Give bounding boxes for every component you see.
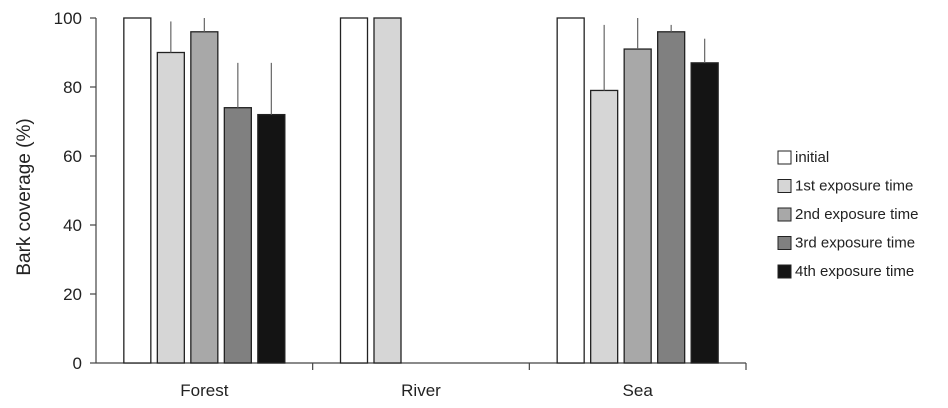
legend-label: 1st exposure time (795, 178, 913, 195)
bar (556, 17, 585, 364)
y-tick-label: 40 (63, 216, 82, 235)
legend-label: 4th exposure time (795, 263, 914, 280)
legend-label: initial (795, 149, 829, 166)
bars-layer (123, 17, 719, 364)
y-axis-label: Bark coverage (%) (14, 118, 35, 275)
legend: initial 1st exposure time 2nd exposure tim… (777, 149, 918, 280)
bar (590, 89, 619, 364)
bar (156, 51, 185, 364)
error-bars-layer (170, 18, 706, 115)
x-category-label: Sea (623, 381, 654, 400)
bar (690, 62, 719, 364)
legend-swatch (777, 264, 792, 279)
legend-label: 3rd exposure time (795, 235, 915, 252)
legend-label: 2nd exposure time (795, 206, 918, 223)
y-tick-label: 80 (63, 78, 82, 97)
bar (657, 31, 686, 364)
y-tick-label: 60 (63, 147, 82, 166)
y-tick-label: 100 (54, 9, 82, 28)
bar (339, 17, 369, 364)
x-category-label: Forest (180, 381, 228, 400)
bar (257, 113, 286, 364)
y-tick-label: 0 (73, 354, 82, 373)
axes: 0 20 40 60 80 100 Forest River Sea (54, 9, 747, 400)
legend-swatch (777, 150, 792, 165)
bar (190, 31, 219, 364)
legend-swatch (777, 179, 792, 193)
legend-swatch (777, 236, 792, 250)
x-category-label: River (401, 381, 441, 400)
y-tick-label: 20 (63, 285, 82, 304)
bar (123, 17, 152, 364)
bar (223, 107, 252, 364)
legend-swatch (777, 207, 792, 222)
bar (623, 48, 652, 364)
bar (373, 17, 402, 364)
